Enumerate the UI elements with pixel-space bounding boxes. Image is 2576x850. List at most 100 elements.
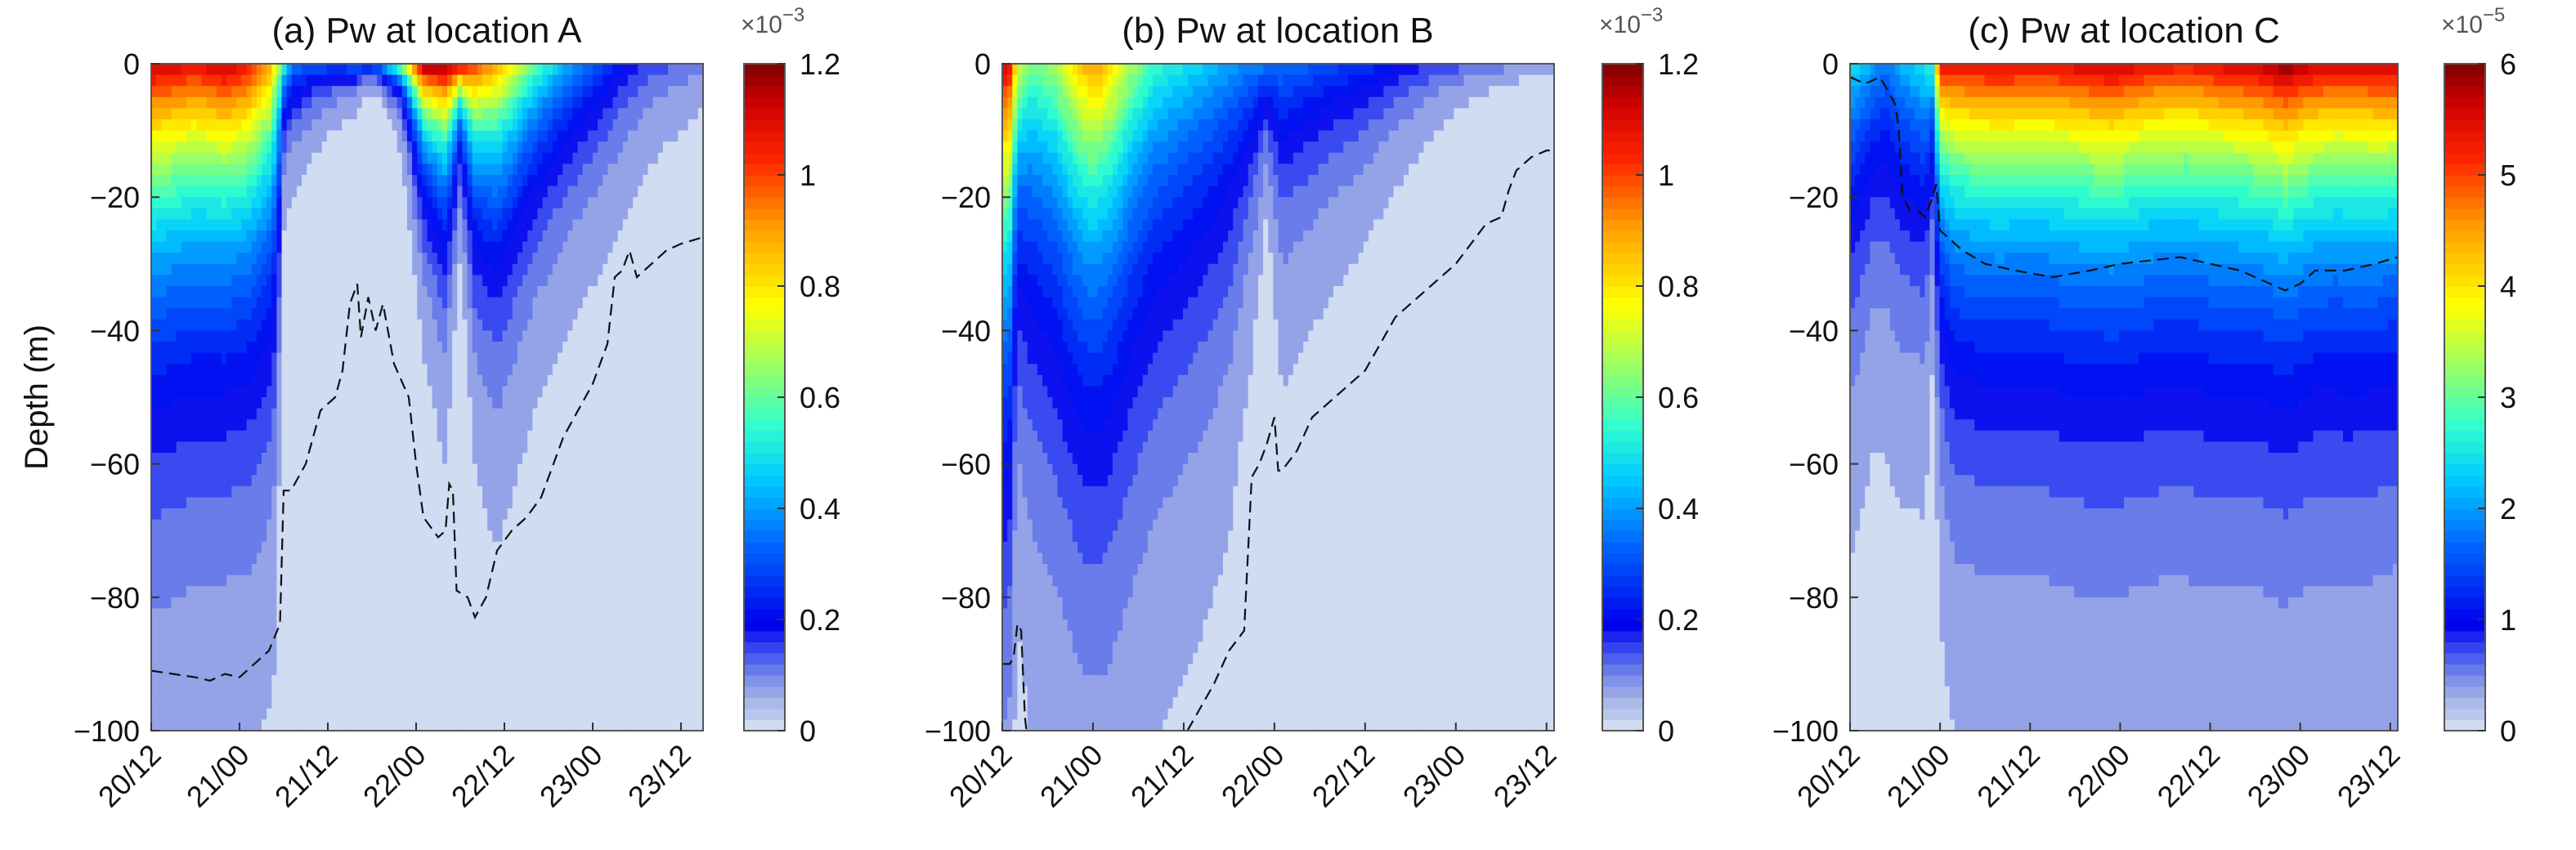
colorbar-band [744, 485, 785, 499]
panel-a-title: (a) Pw at location A [271, 11, 582, 51]
colorbar-band [2444, 175, 2485, 187]
colorbar-band [744, 119, 785, 132]
colorbar-band [1602, 441, 1643, 454]
colorbar-band [2444, 430, 2485, 443]
x-tick-label: 22/00 [1215, 738, 1291, 814]
colorbar-band [744, 430, 785, 443]
colorbar-band [1602, 453, 1643, 465]
colorbar-band [744, 163, 785, 176]
colorbar-band [744, 453, 785, 465]
colorbar-band [744, 263, 785, 276]
colorbar-band [1602, 352, 1643, 365]
colorbar-band [744, 463, 785, 476]
colorbar-band [744, 519, 785, 531]
colorbar-tick-label: 0 [1658, 714, 1674, 748]
contour-field [1002, 64, 1554, 731]
colorbar-band [2444, 463, 2485, 476]
x-tick-label: 21/12 [1124, 738, 1200, 814]
colorbar-band [744, 197, 785, 209]
colorbar-band [2444, 253, 2485, 265]
colorbar-band [2444, 263, 2485, 276]
y-tick-label: −100 [1772, 714, 1839, 748]
colorbar-band [744, 297, 785, 309]
colorbar-band [1602, 130, 1643, 142]
colorbar-band [744, 286, 785, 298]
colorbar-band [744, 386, 785, 398]
colorbar-tick-label: 4 [2500, 270, 2516, 303]
dashed-threshold-line [1850, 75, 2398, 292]
colorbar-band [1602, 630, 1643, 642]
y-tick-label: −100 [74, 714, 140, 748]
colorbar-band [1602, 230, 1643, 243]
y-tick-label: −60 [90, 448, 140, 481]
x-tick-label: 22/12 [2151, 738, 2227, 814]
colorbar-band [2444, 708, 2485, 721]
x-tick-label: 21/12 [1970, 738, 2046, 814]
colorbar-band [1602, 552, 1643, 565]
colorbar-band [2444, 330, 2485, 342]
colorbar-tick-label: 0.2 [1658, 603, 1699, 637]
y-tick-label: −100 [925, 714, 991, 748]
colorbar-band [1602, 463, 1643, 476]
colorbar-band [1602, 141, 1643, 154]
y-tick-label: −20 [90, 181, 140, 214]
x-tick-label: 23/00 [2241, 738, 2317, 814]
x-tick-label: 23/12 [621, 738, 697, 814]
colorbar-band [1602, 708, 1643, 721]
colorbar-band [2444, 119, 2485, 132]
colorbar-band [744, 175, 785, 187]
colorbar-band [2444, 197, 2485, 209]
colorbar-band [744, 608, 785, 620]
colorbar-band [744, 664, 785, 676]
colorbar-band [1602, 308, 1643, 320]
colorbar-band [1602, 597, 1643, 610]
colorbar-band [744, 586, 785, 598]
colorbar-band [2444, 163, 2485, 176]
colorbar-scale-label: ×10−3 [741, 4, 804, 38]
colorbar-tick-label: 1 [2500, 603, 2516, 637]
x-tick-label: 22/12 [445, 738, 521, 814]
colorbar-band [744, 275, 785, 287]
dashed-threshold-line [1002, 620, 1028, 731]
x-tick-label: 23/00 [533, 738, 609, 814]
colorbar-tick-label: 0.8 [1658, 270, 1699, 303]
colorbar-band [744, 575, 785, 587]
colorbar-band [744, 308, 785, 320]
colorbar-band [2444, 141, 2485, 154]
colorbar-band [1602, 519, 1643, 531]
colorbar-tick-label: 0 [2500, 714, 2516, 748]
y-tick-label: −40 [941, 314, 991, 347]
y-tick-label: 0 [123, 47, 140, 81]
y-tick-label: −80 [1789, 581, 1839, 615]
colorbar-band [744, 253, 785, 265]
colorbar-band [744, 419, 785, 432]
colorbar-band [1602, 342, 1643, 354]
colorbar-band [2444, 297, 2485, 309]
colorbar-band [744, 152, 785, 165]
colorbar-band [1602, 263, 1643, 276]
colorbar-band [744, 352, 785, 365]
colorbar-band [744, 530, 785, 543]
colorbar-band [1602, 297, 1643, 309]
colorbar-band [1602, 408, 1643, 420]
colorbar-band [2444, 64, 2485, 76]
colorbar-band [2444, 152, 2485, 165]
colorbar-band [1602, 96, 1643, 110]
colorbar-tick-label: 3 [2500, 381, 2516, 414]
colorbar-band [744, 108, 785, 120]
x-tick-label: 21/00 [180, 738, 256, 814]
colorbar-tick-label: 0.6 [800, 381, 840, 414]
colorbar-band [744, 642, 785, 654]
colorbar-band [744, 597, 785, 610]
colorbar-band [1602, 652, 1643, 665]
colorbar-band [1602, 586, 1643, 598]
colorbar-tick-label: 1.2 [800, 47, 840, 81]
colorbar-band [1602, 241, 1643, 253]
colorbar-band [1602, 719, 1643, 731]
colorbar-band [1602, 664, 1643, 676]
colorbar-band [2444, 508, 2485, 521]
colorbar-band [1602, 530, 1643, 543]
colorbar: 0 0.2 0.4 0.6 0.8 1 1.2 ×10−3 [741, 4, 840, 748]
colorbar-band [1602, 74, 1643, 87]
